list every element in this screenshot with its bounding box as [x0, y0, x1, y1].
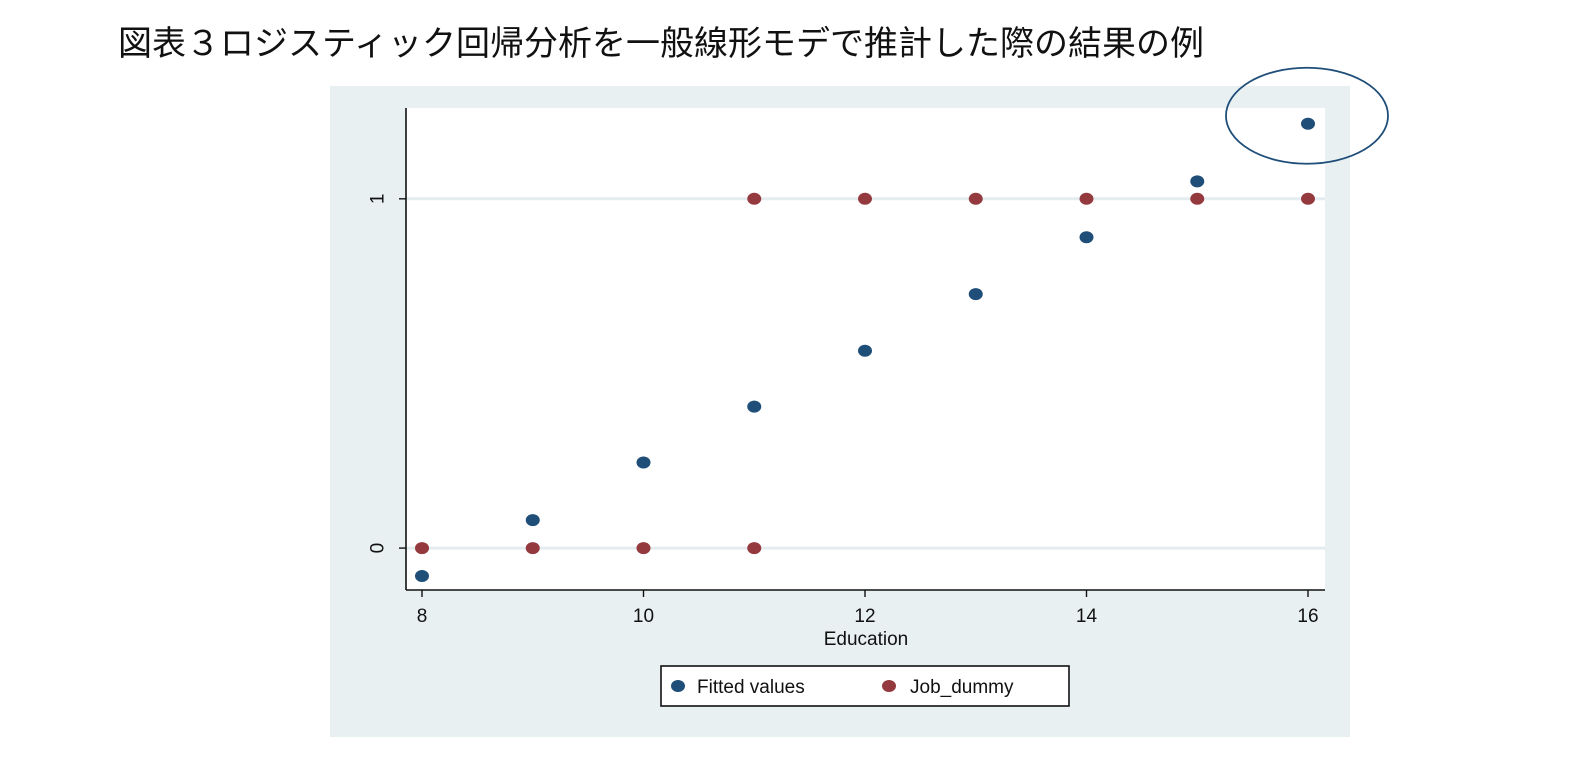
point-job-dummy-9	[1301, 192, 1315, 205]
legend-label-job-dummy: Job_dummy	[910, 677, 1014, 698]
point-job-dummy-6	[968, 192, 983, 205]
point-job-dummy-1	[525, 542, 540, 555]
x-tick-label-4: 16	[1297, 606, 1318, 627]
point-fitted-values-4	[858, 344, 872, 357]
legend-box	[660, 665, 1070, 707]
point-fitted-values-6	[1079, 231, 1094, 244]
point-fitted-values-0	[415, 570, 429, 583]
annotations	[1225, 66, 1389, 165]
y-tick-label-1: 1	[368, 194, 389, 205]
x-ticks: 8 10 12 14 16	[417, 590, 1319, 627]
point-job-dummy-7	[1079, 192, 1094, 205]
legend: Fitted values Job_dummy	[660, 665, 1070, 707]
legend-label-fitted-values: Fitted values	[697, 677, 805, 698]
point-job-dummy-0	[415, 542, 429, 555]
point-job-dummy-5	[858, 192, 872, 205]
x-tick-label-0: 8	[417, 606, 428, 627]
point-fitted-values-7	[1190, 175, 1205, 188]
data-points	[415, 117, 1315, 583]
point-fitted-values-3	[747, 400, 762, 413]
x-axis-label: Education	[824, 629, 909, 650]
point-job-dummy-2	[636, 542, 651, 555]
point-fitted-values-8	[1301, 117, 1315, 130]
legend-marker-fitted-values	[671, 680, 685, 692]
x-tick-label-2: 12	[854, 606, 875, 627]
x-tick-label-3: 14	[1076, 606, 1098, 627]
y-ticks: 01	[368, 194, 406, 554]
highlight-ellipse	[1225, 66, 1389, 165]
y-tick-label-0: 0	[368, 543, 389, 554]
point-job-dummy-3	[747, 542, 762, 555]
point-job-dummy-8	[1190, 192, 1205, 205]
x-tick-label-1: 10	[633, 606, 654, 627]
figure-title: 図表３ロジスティック回帰分析を一般線形モデで推計した際の結果の例	[118, 24, 1204, 64]
point-fitted-values-5	[968, 288, 983, 301]
legend-marker-job-dummy	[882, 680, 896, 692]
point-fitted-values-1	[525, 514, 540, 527]
point-fitted-values-2	[636, 456, 651, 469]
point-job-dummy-4	[747, 192, 762, 205]
